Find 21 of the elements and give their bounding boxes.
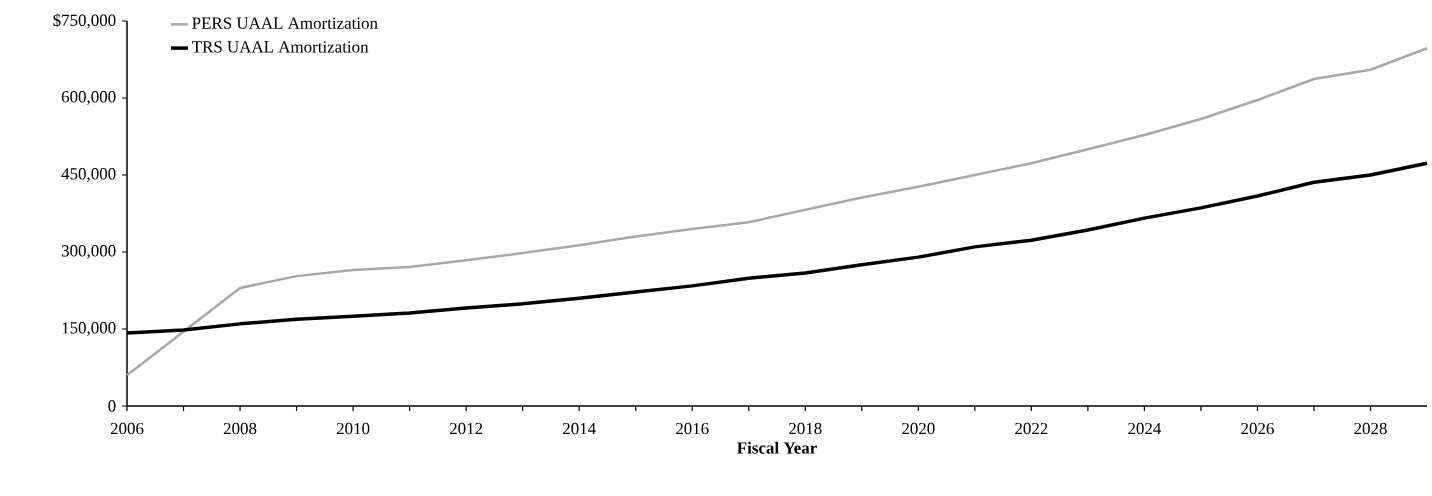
legend-label: TRS UAAL Amortization xyxy=(192,41,369,53)
x-tick-label: 2018 xyxy=(789,422,822,435)
y-tick-label: 0 xyxy=(108,400,116,412)
y-tick-label: 450,000 xyxy=(61,168,116,182)
x-tick-label: 2014 xyxy=(563,422,596,435)
x-tick-label: 2024 xyxy=(1128,422,1162,435)
x-tick-label: 2026 xyxy=(1241,422,1274,435)
x-tick-label: 2006 xyxy=(110,422,144,435)
x-tick-label: 2028 xyxy=(1354,422,1387,435)
x-tick-label: 2022 xyxy=(1015,422,1048,435)
y-tick-label: $750,000 xyxy=(53,13,116,29)
x-tick-label: 2012 xyxy=(449,422,483,435)
x-axis-title: Fiscal Year xyxy=(737,441,817,454)
x-tick-label: 2020 xyxy=(902,422,935,435)
x-tick-label: 2016 xyxy=(676,422,709,435)
y-tick-label: 600,000 xyxy=(61,91,116,105)
y-tick-label: 300,000 xyxy=(61,245,116,259)
legend-label: PERS UAAL Amortization xyxy=(192,17,378,29)
y-tick-label: 150,000 xyxy=(62,322,116,336)
x-tick-label: 2008 xyxy=(223,422,257,435)
x-tick-label: 2010 xyxy=(336,422,370,435)
